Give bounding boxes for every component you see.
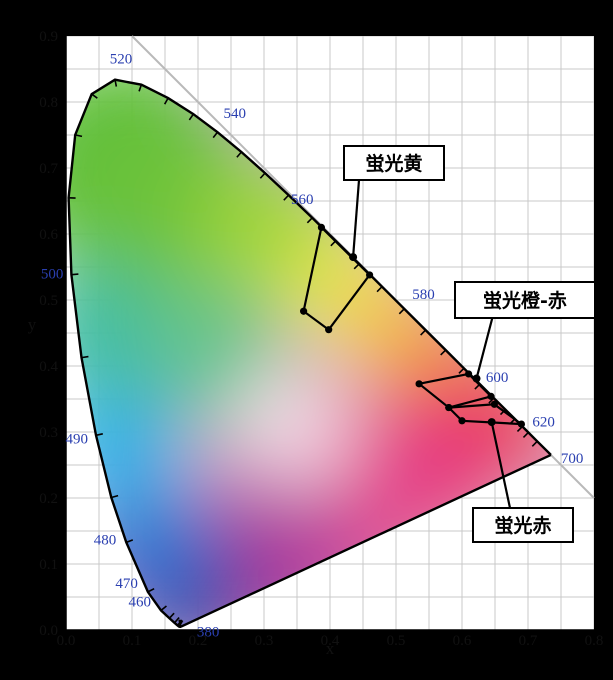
x-tick-label: 0.7 [519, 633, 538, 649]
annotation-yellow: 蛍光黄 [343, 145, 445, 262]
x-axis-title: x [326, 639, 335, 658]
region-point [465, 370, 473, 378]
region-point [490, 400, 498, 408]
locus-tick [176, 619, 183, 626]
wavelength-label-560: 560 [291, 192, 314, 208]
fluorescent-regions [300, 223, 526, 428]
y-axis-title: y [28, 315, 37, 334]
region-point [487, 392, 495, 400]
locus-tick [173, 617, 180, 624]
annotation-red: 蛍光赤 [472, 418, 574, 543]
color-blob [68, 263, 169, 403]
annotation-orange-red-label: 蛍光橙-赤 [483, 289, 567, 312]
locus-tick [440, 349, 447, 356]
x-tick-label: 0.5 [387, 633, 406, 649]
wavelength-labels: 380 460 470 480 490 500 520 540 560 580 600 620 700 [41, 52, 583, 641]
locus-tick [376, 286, 383, 293]
locus-tick [522, 431, 529, 438]
locus-tick [398, 308, 405, 315]
wavelength-label-380: 380 [197, 625, 220, 641]
annotation-orange-red-box [454, 281, 596, 319]
locus-tick [147, 587, 155, 593]
purple-line [180, 453, 552, 628]
x-tick-label: 0.1 [123, 633, 142, 649]
y-tick-label: 0.2 [39, 491, 58, 507]
wavelength-label-520: 520 [110, 52, 133, 68]
region-point [317, 223, 326, 231]
annotation-arrow-tip [487, 418, 496, 427]
y-tick-label: 0.7 [39, 161, 58, 177]
x-tick-label: 0.6 [453, 633, 472, 649]
wavelength-label-490: 490 [65, 431, 88, 447]
locus-tick [178, 620, 184, 628]
region-point [300, 307, 308, 315]
locus-tick [111, 494, 119, 499]
locus-tick [95, 433, 103, 437]
color-blob [141, 282, 282, 423]
wavelength-label-460: 460 [129, 594, 152, 610]
locus-tick [114, 79, 118, 87]
wavelength-label-540: 540 [224, 106, 247, 122]
locus-tick [75, 134, 83, 138]
region-point [517, 420, 526, 428]
annotation-red-box [472, 507, 574, 543]
region-point [366, 271, 374, 279]
locus-tick [283, 194, 290, 201]
locus-tick [458, 367, 465, 374]
x-tick-label: 0.4 [321, 633, 340, 649]
y-tick-label: 0.4 [39, 359, 58, 375]
axes: 0.0 0.1 0.2 0.3 0.4 0.5 0.6 0.7 0.8 0.0 0.1 0.2 0.3 0… [39, 29, 603, 649]
x-tick-label: 0.3 [255, 633, 274, 649]
locus-tick [125, 539, 134, 544]
locus-tick [71, 273, 79, 276]
annotations: 蛍光黄 蛍光橙-赤 蛍光赤 [343, 145, 596, 543]
annotation-orange-red: 蛍光橙-赤 [454, 281, 596, 383]
wavelength-label-620: 620 [532, 415, 555, 431]
wavelength-label-480: 480 [94, 532, 117, 548]
y-tick-label: 0.3 [39, 425, 58, 441]
wavelength-label-700: 700 [561, 451, 584, 467]
y-tick-label: 0.1 [39, 557, 58, 573]
locus-tick [259, 172, 266, 179]
locus-tick [236, 151, 243, 158]
locus-tick [138, 84, 143, 92]
region-point [415, 380, 423, 388]
locus-tick [531, 440, 538, 447]
x-tick-label: 0.8 [585, 633, 604, 649]
annotation-yellow-box [343, 145, 445, 181]
locus-tick [420, 329, 427, 336]
y-tick-label: 0.0 [39, 623, 58, 639]
annotation-red-leader [490, 421, 512, 509]
locus-tick [212, 131, 219, 139]
annotation-red-label: 蛍光赤 [494, 514, 551, 537]
annotation-arrow-tip [349, 253, 358, 262]
wavelength-label-580: 580 [412, 287, 435, 303]
y-tick-label: 0.8 [39, 95, 58, 111]
locus-ticks [68, 79, 538, 628]
locus-tick [188, 113, 194, 121]
y-tick-label: 0.6 [39, 227, 58, 243]
wavelength-label-600: 600 [486, 370, 509, 386]
locus-tick [91, 93, 98, 99]
wavelength-label-500: 500 [41, 267, 64, 283]
locus-tick [81, 355, 89, 359]
region-point [458, 417, 466, 425]
locus-tick [306, 217, 313, 224]
locus-tick [160, 605, 167, 612]
x-tick-label: 0.0 [57, 633, 76, 649]
annotation-arrow-tip [472, 374, 481, 383]
region-point [325, 326, 333, 334]
annotation-yellow-leader [352, 179, 361, 258]
locus-tick [168, 612, 175, 619]
annotation-yellow-label: 蛍光黄 [365, 152, 422, 175]
locus-tick [499, 408, 506, 416]
wavelength-label-470: 470 [115, 576, 138, 592]
x-tick-label: 0.2 [189, 633, 208, 649]
y-tick-label: 0.5 [39, 293, 58, 309]
region-point [445, 403, 453, 412]
locus-tick [163, 97, 169, 105]
color-blob [258, 400, 349, 491]
y-tick-label: 0.9 [39, 29, 58, 45]
